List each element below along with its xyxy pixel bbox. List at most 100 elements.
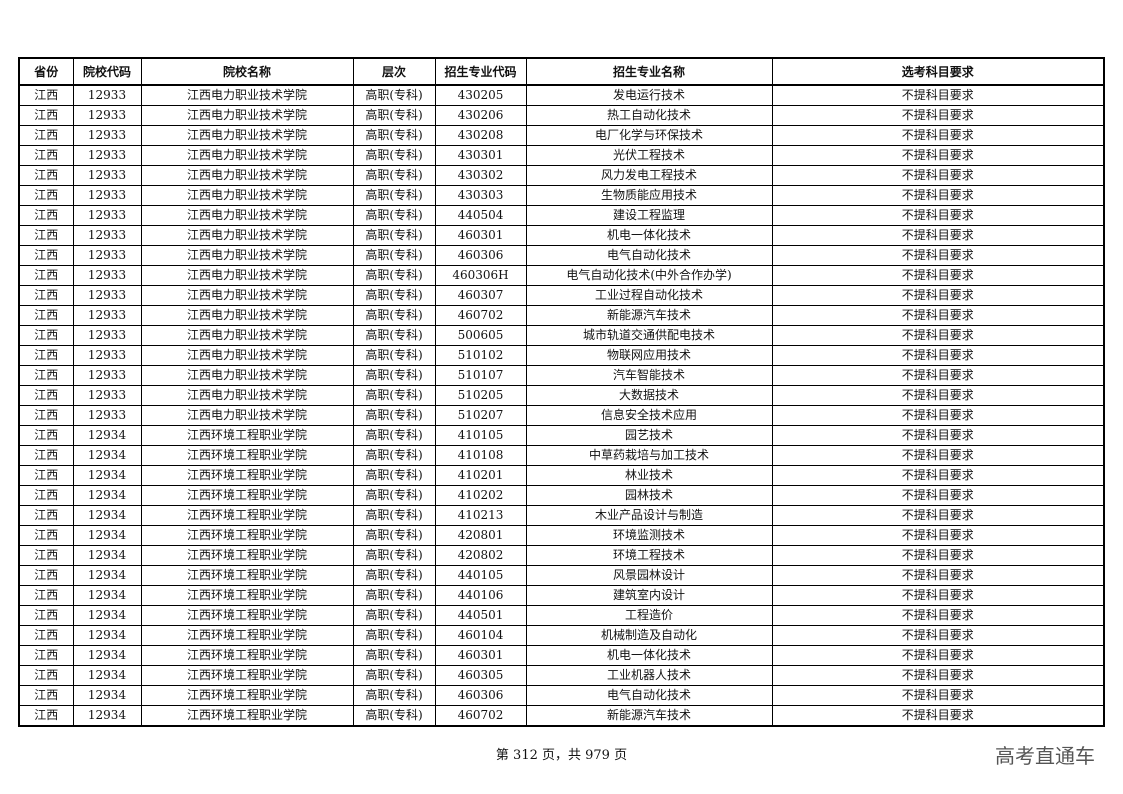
page-number: 第 312 页，共 979 页	[495, 748, 628, 763]
cell-major-code: 460301	[434, 225, 527, 246]
cell-level: 高职(专科)	[352, 165, 436, 186]
cell-level: 高职(专科)	[352, 425, 436, 446]
cell-major-code: 440501	[434, 605, 527, 626]
cell-subject-requirement: 不提科目要求	[771, 105, 1105, 126]
table-row: 江西 12933 江西电力职业技术学院 高职(专科) 440504 建设工程监理 不提科目要…	[18, 205, 1105, 226]
cell-level: 高职(专科)	[352, 305, 436, 326]
cell-major-code: 510205	[434, 385, 527, 406]
cell-major-name: 电厂化学与环保技术	[525, 125, 773, 146]
cell-major-code: 420802	[434, 545, 527, 566]
cell-level: 高职(专科)	[352, 525, 436, 546]
cell-school-code: 12934	[72, 585, 142, 606]
cell-school-code: 12933	[72, 165, 142, 186]
cell-subject-requirement: 不提科目要求	[771, 625, 1105, 646]
cell-subject-requirement: 不提科目要求	[771, 705, 1105, 727]
table-row: 江西 12934 江西环境工程职业学院 高职(专科) 460306 电气自动化技术 不提科目…	[18, 685, 1105, 706]
cell-school-name: 江西电力职业技术学院	[140, 325, 354, 346]
cell-major-code: 440106	[434, 585, 527, 606]
cell-subject-requirement: 不提科目要求	[771, 585, 1105, 606]
cell-major-name: 林业技术	[525, 465, 773, 486]
cell-province: 江西	[18, 225, 74, 246]
cell-subject-requirement: 不提科目要求	[771, 605, 1105, 626]
cell-level: 高职(专科)	[352, 105, 436, 126]
cell-subject-requirement: 不提科目要求	[771, 84, 1105, 106]
cell-major-code: 430206	[434, 105, 527, 126]
cell-level: 高职(专科)	[352, 225, 436, 246]
table-row: 江西 12934 江西环境工程职业学院 高职(专科) 420802 环境工程技术 不提科目要…	[18, 545, 1105, 566]
table-row: 江西 12933 江西电力职业技术学院 高职(专科) 430303 生物质能应用技术 不提科…	[18, 185, 1105, 206]
admissions-table: 省份 院校代码 院校名称 层次 招生专业代码 招生专业名称 选考科目要求 江西 12933 江西…	[18, 57, 1105, 727]
cell-province: 江西	[18, 265, 74, 286]
cell-province: 江西	[18, 545, 74, 566]
cell-level: 高职(专科)	[352, 185, 436, 206]
cell-level: 高职(专科)	[352, 705, 436, 727]
cell-major-code: 410108	[434, 445, 527, 466]
header-province: 省份	[18, 57, 74, 86]
cell-province: 江西	[18, 625, 74, 646]
cell-school-name: 江西环境工程职业学院	[140, 545, 354, 566]
header-subject-requirement: 选考科目要求	[771, 57, 1105, 86]
cell-major-name: 电气自动化技术	[525, 685, 773, 706]
cell-school-name: 江西电力职业技术学院	[140, 365, 354, 386]
table-row: 江西 12933 江西电力职业技术学院 高职(专科) 510205 大数据技术 不提科目要求	[18, 385, 1105, 406]
cell-major-name: 环境工程技术	[525, 545, 773, 566]
cell-major-code: 460301	[434, 645, 527, 666]
cell-province: 江西	[18, 285, 74, 306]
cell-school-name: 江西电力职业技术学院	[140, 84, 354, 106]
cell-major-code: 430208	[434, 125, 527, 146]
cell-school-code: 12933	[72, 84, 142, 106]
cell-subject-requirement: 不提科目要求	[771, 245, 1105, 266]
cell-school-name: 江西电力职业技术学院	[140, 385, 354, 406]
cell-subject-requirement: 不提科目要求	[771, 505, 1105, 526]
cell-subject-requirement: 不提科目要求	[771, 125, 1105, 146]
cell-major-name: 新能源汽车技术	[525, 705, 773, 727]
cell-level: 高职(专科)	[352, 545, 436, 566]
cell-school-name: 江西环境工程职业学院	[140, 445, 354, 466]
cell-level: 高职(专科)	[352, 285, 436, 306]
cell-school-code: 12933	[72, 325, 142, 346]
cell-school-name: 江西电力职业技术学院	[140, 345, 354, 366]
cell-major-code: 460306	[434, 685, 527, 706]
cell-school-name: 江西环境工程职业学院	[140, 525, 354, 546]
cell-level: 高职(专科)	[352, 685, 436, 706]
cell-school-code: 12934	[72, 465, 142, 486]
cell-subject-requirement: 不提科目要求	[771, 265, 1105, 286]
cell-level: 高职(专科)	[352, 265, 436, 286]
table-row: 江西 12934 江西环境工程职业学院 高职(专科) 410213 木业产品设计与制造 不提…	[18, 505, 1105, 526]
cell-school-code: 12934	[72, 685, 142, 706]
table-row: 江西 12933 江西电力职业技术学院 高职(专科) 500605 城市轨道交通供配电技术…	[18, 325, 1105, 346]
cell-province: 江西	[18, 145, 74, 166]
cell-major-name: 中草药栽培与加工技术	[525, 445, 773, 466]
header-major-name: 招生专业名称	[525, 57, 773, 86]
cell-level: 高职(专科)	[352, 605, 436, 626]
cell-major-code: 460306	[434, 245, 527, 266]
header-level: 层次	[352, 57, 436, 86]
table-row: 江西 12933 江西电力职业技术学院 高职(专科) 510107 汽车智能技术 不提科目要…	[18, 365, 1105, 386]
cell-subject-requirement: 不提科目要求	[771, 385, 1105, 406]
table-row: 江西 12934 江西环境工程职业学院 高职(专科) 440106 建筑室内设计 不提科目要…	[18, 585, 1105, 606]
cell-province: 江西	[18, 505, 74, 526]
cell-level: 高职(专科)	[352, 365, 436, 386]
cell-school-code: 12933	[72, 265, 142, 286]
table-row: 江西 12933 江西电力职业技术学院 高职(专科) 430206 热工自动化技术 不提科目…	[18, 105, 1105, 126]
cell-province: 江西	[18, 685, 74, 706]
cell-province: 江西	[18, 705, 74, 727]
cell-major-name: 物联网应用技术	[525, 345, 773, 366]
cell-school-code: 12933	[72, 305, 142, 326]
cell-subject-requirement: 不提科目要求	[771, 345, 1105, 366]
table-row: 江西 12933 江西电力职业技术学院 高职(专科) 460306 电气自动化技术 不提科目…	[18, 245, 1105, 266]
cell-major-code: 440504	[434, 205, 527, 226]
cell-school-code: 12933	[72, 205, 142, 226]
cell-major-name: 建筑室内设计	[525, 585, 773, 606]
cell-level: 高职(专科)	[352, 485, 436, 506]
cell-province: 江西	[18, 425, 74, 446]
cell-major-name: 风力发电工程技术	[525, 165, 773, 186]
cell-school-name: 江西电力职业技术学院	[140, 285, 354, 306]
cell-major-code: 510107	[434, 365, 527, 386]
cell-province: 江西	[18, 305, 74, 326]
cell-subject-requirement: 不提科目要求	[771, 205, 1105, 226]
cell-school-code: 12933	[72, 125, 142, 146]
cell-major-name: 新能源汽车技术	[525, 305, 773, 326]
cell-school-code: 12934	[72, 425, 142, 446]
cell-school-name: 江西环境工程职业学院	[140, 685, 354, 706]
